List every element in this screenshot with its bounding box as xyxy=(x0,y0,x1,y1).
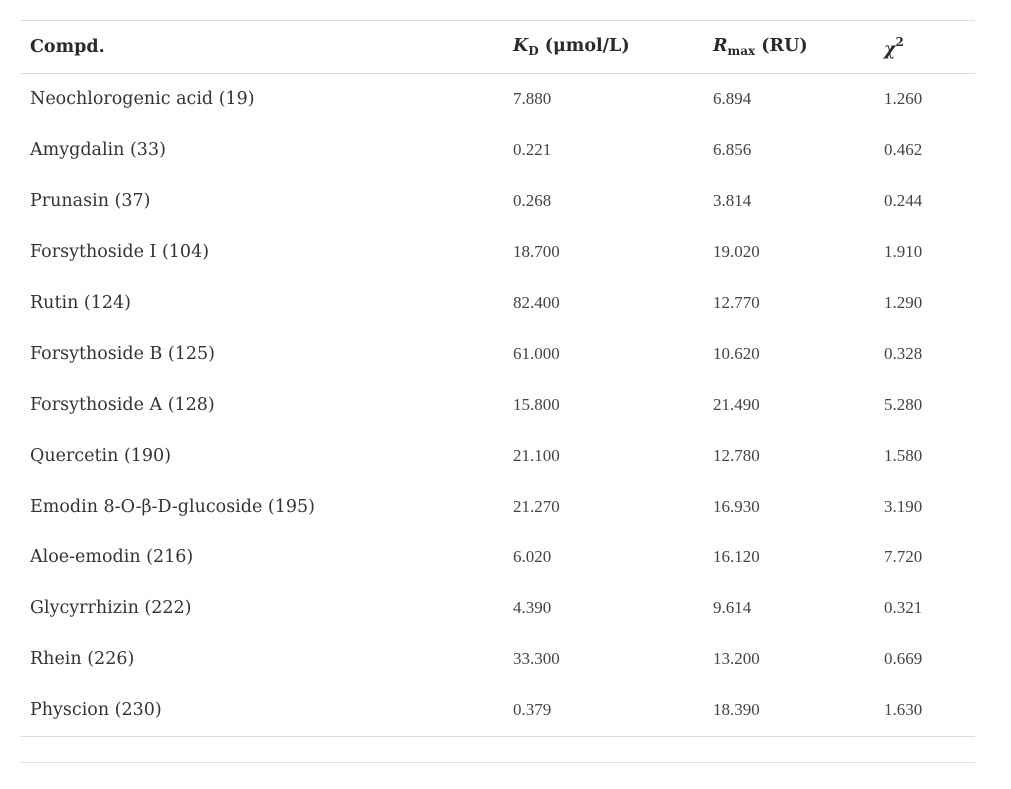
cell-chi2: 0.244 xyxy=(884,191,923,211)
cell-kd: 0.379 xyxy=(504,684,704,737)
chi-superscript: 2 xyxy=(895,34,904,49)
cell-kd: 7.880 xyxy=(513,89,552,109)
table-row: Glycyrrhizin (222) 4.390 9.614 0.321 xyxy=(21,583,975,634)
table-row: Forsythoside A (128) 15.800 21.490 5.280 xyxy=(21,379,975,430)
cell-chi2: 7.720 xyxy=(884,547,923,567)
cell-compound: Glycyrrhizin (222) xyxy=(30,598,192,619)
cell-rmax: 16.120 xyxy=(713,547,760,567)
table-row: Physcion (230) 0.379 18.390 1.630 xyxy=(21,684,975,737)
cell-compound: Quercetin (190) xyxy=(30,445,172,466)
kd-subscript: D xyxy=(528,44,539,58)
rmax-subscript: max xyxy=(727,44,756,58)
cell-chi2: 3.190 xyxy=(884,496,923,516)
table-row: Aloe-emodin (216) 6.020 16.120 7.720 xyxy=(21,532,975,583)
cell-kd: 0.268 xyxy=(513,191,552,211)
table-row: Emodin 8-O-β-D-glucoside (195) 21.270 16.9… xyxy=(21,481,975,532)
cell-kd: 6.020 xyxy=(513,547,552,567)
table-container: Compd. KD (μmol/L) Rmax (RU) χ2 Neochlor… xyxy=(21,20,975,737)
cell-rmax: 3.814 xyxy=(713,191,752,211)
table-header-row: Compd. KD (μmol/L) Rmax (RU) χ2 xyxy=(21,20,975,74)
kd-symbol: K xyxy=(513,36,529,56)
cell-chi2: 1.290 xyxy=(884,293,923,312)
cell-rmax: 18.390 xyxy=(704,684,875,737)
table-row: Quercetin (190) 21.100 12.780 1.580 xyxy=(21,430,975,481)
table-row: Prunasin (37) 0.268 3.814 0.244 xyxy=(21,176,975,227)
bottom-divider xyxy=(21,762,975,763)
cell-kd: 4.390 xyxy=(513,598,552,618)
cell-compound: Prunasin (37) xyxy=(30,191,151,212)
cell-kd: 21.270 xyxy=(513,496,560,516)
cell-kd: 21.100 xyxy=(513,445,560,465)
cell-rmax: 9.614 xyxy=(713,598,752,618)
cell-rmax: 21.490 xyxy=(713,394,760,414)
cell-compound: Neochlorogenic acid (19) xyxy=(30,89,255,110)
cell-kd: 82.400 xyxy=(513,293,560,312)
cell-chi2: 1.580 xyxy=(884,445,923,465)
cell-chi2: 1.260 xyxy=(884,89,923,109)
cell-rmax: 12.780 xyxy=(713,445,760,465)
rmax-unit: (RU) xyxy=(755,36,808,56)
cell-kd: 61.000 xyxy=(513,343,560,363)
table-row: Forsythoside I (104) 18.700 19.020 1.910 xyxy=(21,227,975,278)
cell-chi2: 0.462 xyxy=(884,140,923,160)
cell-chi2: 0.328 xyxy=(884,343,923,363)
cell-kd: 33.300 xyxy=(513,649,560,669)
header-compd: Compd. xyxy=(21,20,504,74)
cell-kd: 18.700 xyxy=(513,242,560,262)
cell-chi2: 0.321 xyxy=(884,598,923,618)
header-chi2: χ2 xyxy=(875,20,975,74)
cell-kd: 15.800 xyxy=(513,394,560,414)
cell-rmax: 16.930 xyxy=(713,496,760,516)
cell-compound: Emodin 8-O-β-D-glucoside (195) xyxy=(30,496,315,517)
table-body: Neochlorogenic acid (19) 7.880 6.894 1.260 A… xyxy=(21,74,975,737)
header-compd-label: Compd. xyxy=(30,37,105,57)
cell-compound: Amygdalin (33) xyxy=(30,140,166,161)
cell-rmax: 10.620 xyxy=(713,343,760,363)
cell-compound: Forsythoside I (104) xyxy=(30,242,210,263)
cell-chi2: 1.910 xyxy=(884,242,923,262)
cell-chi2: 0.669 xyxy=(884,649,923,669)
cell-rmax: 6.894 xyxy=(713,89,752,109)
table-row: Neochlorogenic acid (19) 7.880 6.894 1.260 xyxy=(21,74,975,125)
cell-compound: Forsythoside A (128) xyxy=(30,394,215,415)
header-rmax: Rmax (RU) xyxy=(704,20,875,74)
header-kd: KD (μmol/L) xyxy=(504,20,704,74)
cell-compound: Physcion (230) xyxy=(21,684,504,737)
cell-compound: Rutin (124) xyxy=(30,293,131,313)
cell-rmax: 19.020 xyxy=(713,242,760,262)
rmax-symbol: R xyxy=(713,36,728,56)
cell-kd: 0.221 xyxy=(513,140,552,160)
cell-rmax: 12.770 xyxy=(713,293,760,312)
cell-compound: Rhein (226) xyxy=(30,649,135,670)
cell-compound: Aloe-emodin (216) xyxy=(30,547,194,568)
table-row: Forsythoside B (125) 61.000 10.620 0.328 xyxy=(21,328,975,379)
cell-rmax: 13.200 xyxy=(713,649,760,669)
cell-compound: Forsythoside B (125) xyxy=(30,343,215,364)
cell-rmax: 6.856 xyxy=(713,140,752,160)
table-row: Rhein (226) 33.300 13.200 0.669 xyxy=(21,634,975,685)
kd-unit: (μmol/L) xyxy=(538,36,630,56)
binding-parameters-table: Compd. KD (μmol/L) Rmax (RU) χ2 Neochlor… xyxy=(21,20,975,737)
chi-symbol: χ xyxy=(884,39,896,60)
table-row: Amygdalin (33) 0.221 6.856 0.462 xyxy=(21,125,975,176)
table-row: Rutin (124) 82.400 12.770 1.290 xyxy=(21,278,975,329)
cell-chi2: 5.280 xyxy=(884,394,923,414)
cell-chi2: 1.630 xyxy=(875,684,975,737)
